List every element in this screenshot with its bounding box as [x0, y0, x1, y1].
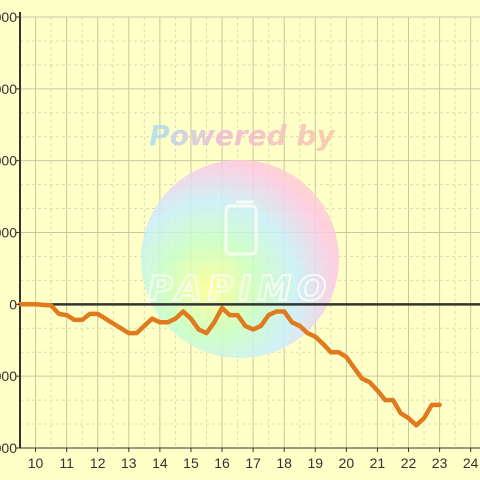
tick-labels: -6,000 -3,000 0 3,000 6,000 9,000 12,000 10 11 12… [0, 9, 479, 471]
watermark-top-text: Powered by [149, 119, 336, 152]
x-tick-label: 14 [152, 455, 168, 471]
watermark-circle [141, 160, 339, 358]
phone-icon [224, 200, 258, 256]
x-tick-label: 10 [28, 455, 44, 471]
axes [19, 12, 480, 449]
x-tick-label: 22 [401, 455, 417, 471]
x-tick-label: 16 [214, 455, 230, 471]
x-tick-label: 19 [307, 455, 323, 471]
x-tick-label: 13 [121, 455, 137, 471]
series-layer [17, 302, 442, 428]
x-tick-label: 23 [432, 455, 448, 471]
x-tick-label: 17 [245, 455, 261, 471]
series-line [17, 302, 442, 428]
x-tick-label: 11 [59, 455, 74, 471]
x-tick-label: 24 [463, 455, 479, 471]
watermark-brand-text: PAPIMO [148, 269, 332, 309]
x-tick-label: 15 [183, 455, 199, 471]
y-tick-label: 6,000 [0, 153, 17, 169]
x-tick-label: 18 [276, 455, 292, 471]
y-tick-label: 9,000 [0, 81, 17, 97]
y-tick-label: -3,000 [0, 368, 17, 384]
powered-by-watermark: Powered by PAPIMO [141, 119, 339, 358]
x-tick-label: 21 [370, 455, 386, 471]
y-tick-label: 12,000 [0, 9, 17, 25]
y-tick-label: 3,000 [0, 225, 17, 241]
y-tick-label: 0 [9, 296, 17, 312]
y-tick-label: -6,000 [0, 440, 17, 456]
x-tick-label: 20 [339, 455, 355, 471]
x-tick-label: 12 [90, 455, 106, 471]
